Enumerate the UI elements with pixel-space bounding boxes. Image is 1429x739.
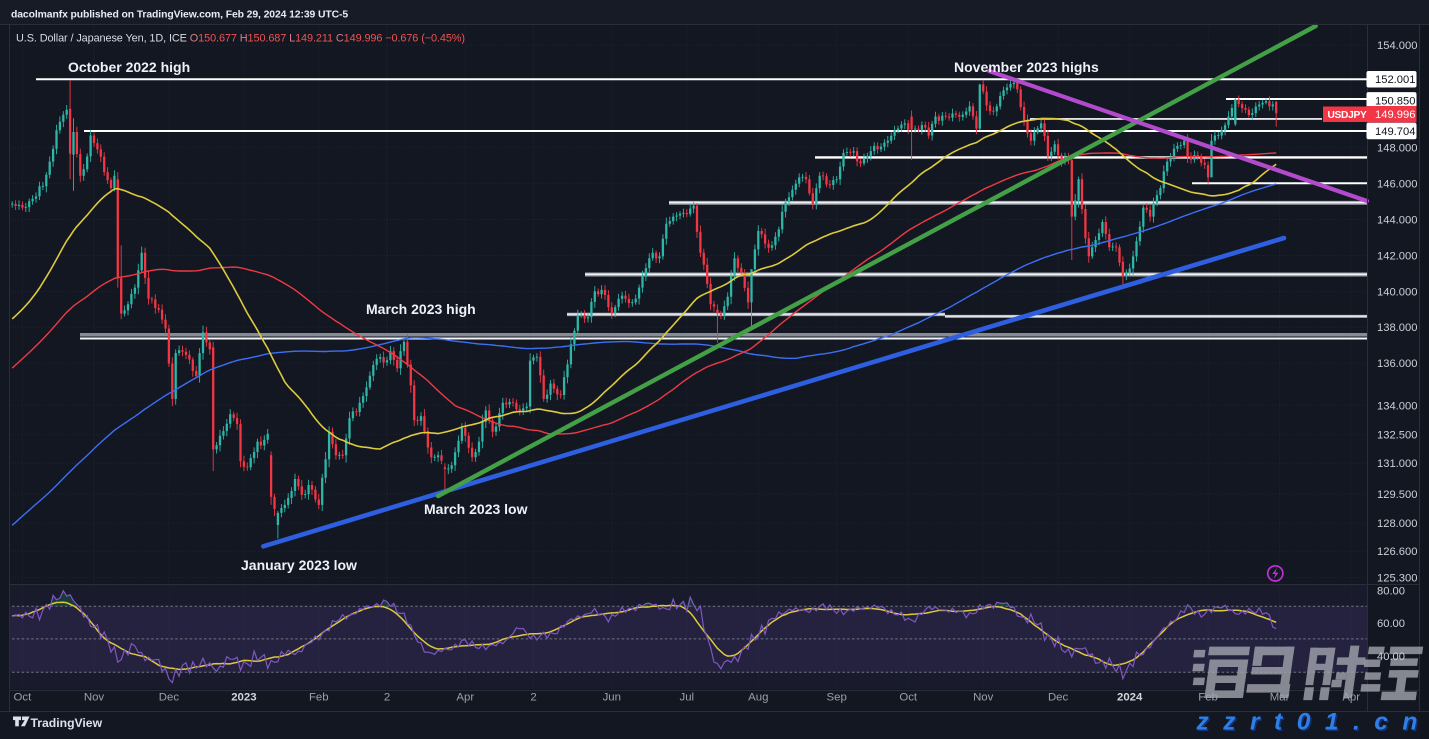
svg-text:149.996: 149.996	[1375, 109, 1415, 121]
svg-text:136.000: 136.000	[1377, 358, 1417, 370]
svg-text:128.000: 128.000	[1377, 518, 1417, 530]
svg-text:152.001: 152.001	[1375, 74, 1415, 86]
svg-text:2: 2	[530, 692, 536, 704]
svg-text:Jun: Jun	[603, 692, 621, 704]
svg-text:zzrt01.cn: zzrt01.cn	[1196, 709, 1429, 736]
svg-text:40.00: 40.00	[1377, 651, 1405, 663]
svg-text:Nov: Nov	[973, 692, 994, 704]
svg-text:146.000: 146.000	[1377, 178, 1417, 190]
svg-text:Aug: Aug	[748, 692, 768, 704]
svg-text:134.000: 134.000	[1377, 400, 1417, 412]
svg-text:2024: 2024	[1117, 692, 1143, 704]
svg-text:Oct: Oct	[14, 692, 33, 704]
svg-text:dacolmanfx published on Tradin: dacolmanfx published on TradingView.com,…	[11, 10, 348, 21]
svg-text:zzrt01.cn: zzrt01.cn	[1197, 710, 1429, 737]
svg-text:138.000: 138.000	[1377, 322, 1417, 334]
svg-text:148.000: 148.000	[1377, 142, 1417, 154]
svg-text:149.704: 149.704	[1375, 126, 1415, 138]
svg-text:March 2023 low: March 2023 low	[424, 501, 528, 517]
svg-text:Dec: Dec	[1048, 692, 1069, 704]
svg-text:144.000: 144.000	[1377, 215, 1417, 227]
svg-text:TradingView: TradingView	[31, 716, 103, 730]
svg-text:November 2023 highs: November 2023 highs	[954, 59, 1099, 75]
svg-text:U.S. Dollar / Japanese Yen, 1D: U.S. Dollar / Japanese Yen, 1D, ICE O150…	[16, 33, 465, 45]
svg-text:USDJPY: USDJPY	[1328, 110, 1367, 121]
svg-text:Oct: Oct	[899, 692, 918, 704]
svg-text:150.850: 150.850	[1375, 95, 1415, 107]
svg-text:142.000: 142.000	[1377, 251, 1417, 263]
svg-text:2: 2	[384, 692, 390, 704]
svg-text:131.000: 131.000	[1377, 458, 1417, 470]
svg-text:March 2023 high: March 2023 high	[366, 301, 476, 317]
svg-text:Feb: Feb	[309, 692, 329, 704]
svg-text:January 2023 low: January 2023 low	[241, 557, 357, 573]
svg-text:Jul: Jul	[680, 692, 695, 704]
svg-text:October 2022 high: October 2022 high	[68, 59, 190, 75]
svg-text:Sep: Sep	[827, 692, 847, 704]
svg-text:Apr: Apr	[456, 692, 474, 704]
svg-text:126.600: 126.600	[1377, 546, 1417, 558]
svg-text:Nov: Nov	[84, 692, 105, 704]
svg-text:140.000: 140.000	[1377, 287, 1417, 299]
svg-text:129.500: 129.500	[1377, 489, 1417, 501]
svg-text:125.300: 125.300	[1377, 573, 1417, 585]
svg-text:60.00: 60.00	[1377, 618, 1405, 630]
svg-text:Dec: Dec	[159, 692, 180, 704]
svg-text:132.500: 132.500	[1377, 430, 1417, 442]
svg-text:154.000: 154.000	[1377, 40, 1417, 52]
svg-text:2023: 2023	[231, 692, 256, 704]
svg-text:80.00: 80.00	[1377, 586, 1405, 598]
